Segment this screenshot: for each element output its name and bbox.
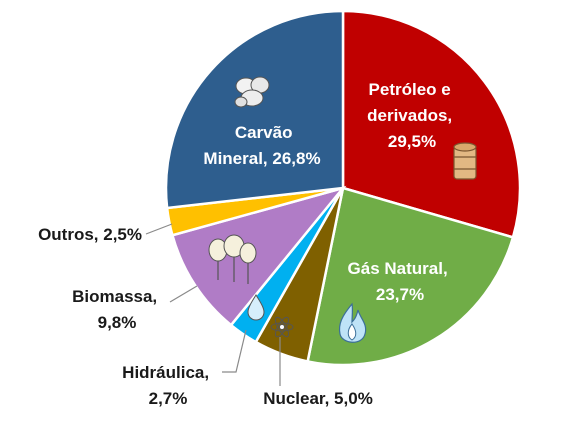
label-carvao: Carvão Mineral, 26,8%	[203, 123, 320, 168]
trees-icon	[208, 234, 257, 284]
label-nuclear: Nuclear, 5,0%	[263, 389, 373, 408]
label-hidraulica-line2: 2,7%	[149, 389, 188, 408]
label-biomassa: Biomassa, 9,8%	[72, 287, 162, 332]
label-hidraulica: Hidráulica, 2,7%	[122, 363, 214, 408]
leader-line-hidraulica	[222, 329, 247, 373]
atom-icon	[270, 316, 294, 338]
leader-line-biomassa	[169, 285, 198, 303]
pie-slice-biomassa	[170, 185, 347, 327]
pie-slice-petroleo-e-derivados	[341, 9, 522, 239]
label-carvao-line1: Carvão	[235, 123, 293, 142]
pie-slice-carvao-mineral	[164, 9, 345, 210]
label-gas-natural: Gás Natural, 23,7%	[348, 259, 453, 304]
label-petroleo-line2: derivados,	[367, 106, 452, 125]
label-petroleo-line3: 29,5%	[388, 132, 436, 151]
label-outros: Outros, 2,5%	[38, 225, 142, 244]
label-biomassa-line2: 9,8%	[98, 313, 137, 332]
water-drop-icon	[247, 294, 265, 321]
label-petroleo: Petróleo e derivados, 29,5%	[367, 80, 457, 151]
label-carvao-line2: Mineral, 26,8%	[203, 149, 320, 168]
label-petroleo-line1: Petróleo e	[369, 80, 451, 99]
pie-slices	[164, 9, 522, 367]
label-biomassa-line1: Biomassa,	[72, 287, 157, 306]
leader-lines	[145, 223, 281, 386]
leader-line-outros	[145, 223, 173, 235]
label-gas-natural-line1: Gás Natural,	[348, 259, 448, 278]
flame-icon	[338, 302, 367, 343]
label-hidraulica-line1: Hidráulica,	[122, 363, 209, 382]
oil-barrel-icon	[453, 142, 477, 180]
label-gas-natural-line2: 23,7%	[376, 285, 424, 304]
coal-lumps-icon	[234, 76, 270, 108]
